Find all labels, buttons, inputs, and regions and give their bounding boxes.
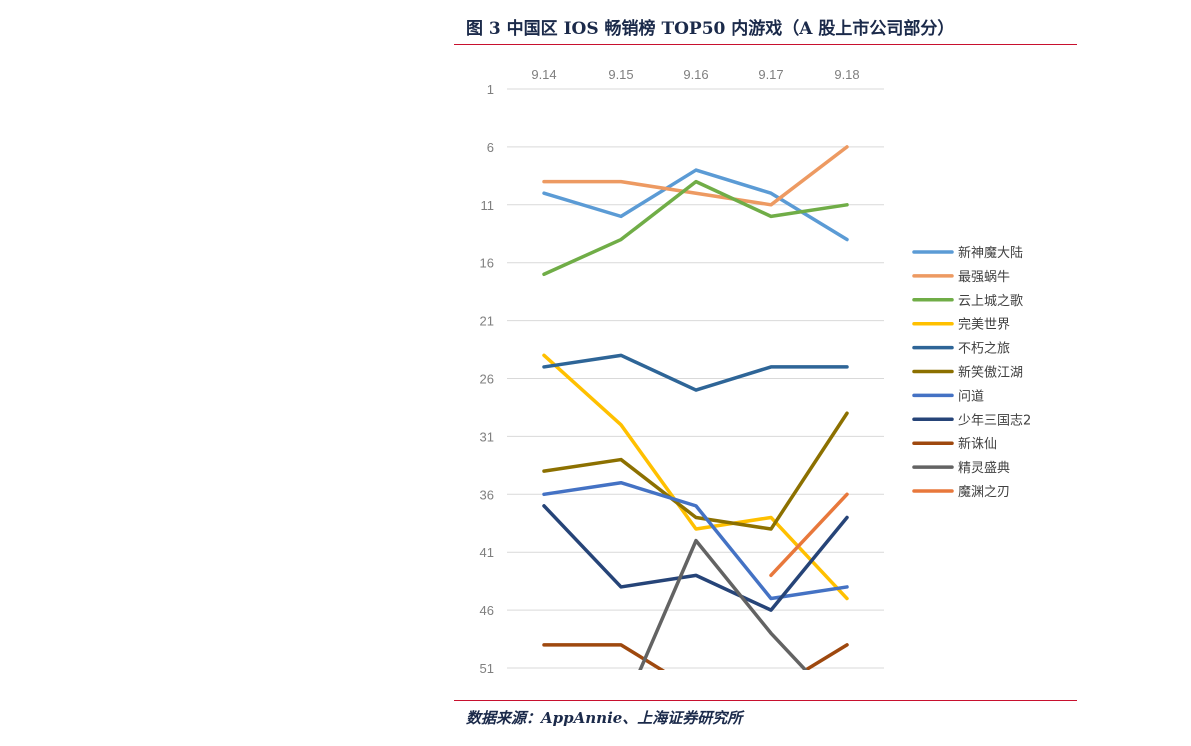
chart-series — [542, 145, 849, 670]
x-tick-label: 9.14 — [531, 67, 556, 82]
y-tick-label: 21 — [480, 314, 494, 329]
x-tick-label: 9.16 — [683, 67, 708, 82]
y-tick-label: 46 — [480, 603, 494, 618]
legend-item: 完美世界 — [912, 318, 1010, 333]
bottom-divider — [454, 700, 1077, 701]
legend-label: 不朽之旅 — [958, 342, 1010, 357]
legend-label: 完美世界 — [958, 318, 1010, 333]
y-tick-label: 6 — [487, 140, 494, 155]
legend-label: 新诛仙 — [958, 436, 997, 452]
legend-label: 精灵盛典 — [958, 461, 1010, 476]
legend-label: 云上城之歌 — [958, 294, 1023, 309]
legend-item: 问道 — [912, 389, 984, 404]
legend-label: 新神魔大陆 — [958, 245, 1023, 261]
y-tick-label: 26 — [480, 372, 494, 387]
series-line — [542, 145, 849, 207]
series-line — [542, 480, 849, 601]
chart-grid — [507, 88, 884, 669]
y-tick-label: 1 — [487, 82, 494, 97]
top-divider — [454, 44, 1077, 45]
y-tick-label: 16 — [480, 256, 494, 271]
x-tick-label: 9.18 — [834, 67, 859, 82]
legend-item: 不朽之旅 — [912, 342, 1010, 357]
legend-item: 最强蜗牛 — [912, 269, 1010, 285]
series-line — [542, 504, 849, 612]
legend-label: 新笑傲江湖 — [958, 365, 1023, 381]
legend-item: 少年三国志2 — [912, 413, 1031, 428]
series-line — [542, 411, 849, 531]
series-line — [769, 492, 849, 578]
y-tick-label: 41 — [480, 545, 494, 560]
legend-label: 问道 — [958, 389, 984, 404]
legend-label: 魔渊之刃 — [958, 485, 1010, 500]
series-line — [542, 179, 849, 277]
series-line — [542, 168, 849, 242]
y-tick-label: 31 — [480, 429, 494, 444]
y-tick-label: 11 — [481, 198, 495, 213]
series-line — [542, 353, 849, 392]
legend-item: 新诛仙 — [912, 436, 997, 452]
series-line — [638, 538, 808, 670]
series-line — [542, 643, 849, 670]
legend-label: 少年三国志2 — [958, 413, 1031, 428]
source-note: 数据来源：AppAnnie、上海证券研究所 — [466, 709, 743, 727]
legend-item: 新笑傲江湖 — [912, 365, 1023, 381]
legend-item: 新神魔大陆 — [912, 245, 1023, 261]
series-line — [542, 353, 849, 601]
x-tick-label: 9.17 — [758, 67, 783, 82]
legend-item: 云上城之歌 — [912, 294, 1023, 309]
legend-item: 精灵盛典 — [912, 461, 1010, 476]
x-axis: 9.14 9.15 9.16 9.17 9.18 — [531, 67, 859, 82]
legend-label: 最强蜗牛 — [958, 269, 1010, 285]
x-tick-label: 9.15 — [608, 67, 633, 82]
figure-title: 图 3 中国区 IOS 畅销榜 TOP50 内游戏（A 股上市公司部分） — [466, 19, 955, 39]
legend-item: 魔渊之刃 — [912, 485, 1010, 500]
y-tick-label: 36 — [480, 487, 494, 502]
y-tick-label: 51 — [480, 661, 494, 676]
